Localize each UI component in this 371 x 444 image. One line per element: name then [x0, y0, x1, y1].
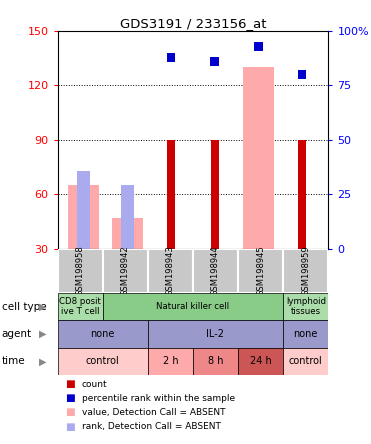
- Bar: [112, 218, 143, 249]
- Bar: [254, 42, 263, 51]
- Text: ▶: ▶: [39, 329, 46, 339]
- Text: GSM198958: GSM198958: [76, 246, 85, 296]
- Bar: [103, 293, 283, 321]
- Text: value, Detection Call = ABSENT: value, Detection Call = ABSENT: [82, 408, 225, 417]
- Text: 8 h: 8 h: [208, 357, 223, 366]
- Text: GSM198959: GSM198959: [301, 246, 310, 296]
- Bar: [167, 140, 175, 249]
- Bar: [148, 348, 193, 375]
- Bar: [148, 321, 283, 348]
- Bar: [283, 249, 328, 293]
- Text: ■: ■: [65, 379, 75, 389]
- Bar: [58, 321, 148, 348]
- Text: percentile rank within the sample: percentile rank within the sample: [82, 394, 235, 403]
- Bar: [193, 348, 238, 375]
- Text: ▶: ▶: [39, 357, 46, 366]
- Text: none: none: [293, 329, 318, 339]
- Text: cell type: cell type: [2, 302, 46, 312]
- Text: Natural killer cell: Natural killer cell: [156, 302, 230, 311]
- Bar: [58, 348, 148, 375]
- Bar: [193, 249, 238, 293]
- Text: none: none: [91, 329, 115, 339]
- Bar: [283, 348, 328, 375]
- Bar: [121, 185, 134, 249]
- Text: lymphoid
tissues: lymphoid tissues: [286, 297, 326, 317]
- Text: count: count: [82, 380, 107, 388]
- Text: GSM198944: GSM198944: [211, 246, 220, 296]
- Text: GSM198943: GSM198943: [166, 246, 175, 296]
- Bar: [283, 321, 328, 348]
- Bar: [68, 185, 99, 249]
- Bar: [103, 249, 148, 293]
- Text: ▶: ▶: [39, 302, 46, 312]
- Text: ■: ■: [65, 393, 75, 403]
- Bar: [283, 293, 328, 321]
- Bar: [58, 293, 103, 321]
- Text: 2 h: 2 h: [162, 357, 178, 366]
- Text: 24 h: 24 h: [250, 357, 272, 366]
- Bar: [210, 57, 219, 66]
- Text: ■: ■: [65, 422, 75, 432]
- Bar: [148, 249, 193, 293]
- Bar: [243, 67, 274, 249]
- Bar: [298, 70, 306, 79]
- Text: agent: agent: [2, 329, 32, 339]
- Text: IL-2: IL-2: [207, 329, 224, 339]
- Text: control: control: [289, 357, 323, 366]
- Text: CD8 posit
ive T cell: CD8 posit ive T cell: [59, 297, 101, 317]
- Bar: [167, 53, 175, 62]
- Text: rank, Detection Call = ABSENT: rank, Detection Call = ABSENT: [82, 422, 220, 431]
- Bar: [58, 249, 103, 293]
- Text: GSM198945: GSM198945: [256, 246, 265, 296]
- Bar: [298, 140, 306, 249]
- Bar: [211, 140, 219, 249]
- Text: ■: ■: [65, 408, 75, 417]
- Bar: [238, 348, 283, 375]
- Bar: [238, 249, 283, 293]
- Bar: [78, 170, 90, 249]
- Text: control: control: [86, 357, 119, 366]
- Title: GDS3191 / 233156_at: GDS3191 / 233156_at: [120, 17, 266, 30]
- Text: GSM198942: GSM198942: [121, 246, 130, 296]
- Text: time: time: [2, 357, 26, 366]
